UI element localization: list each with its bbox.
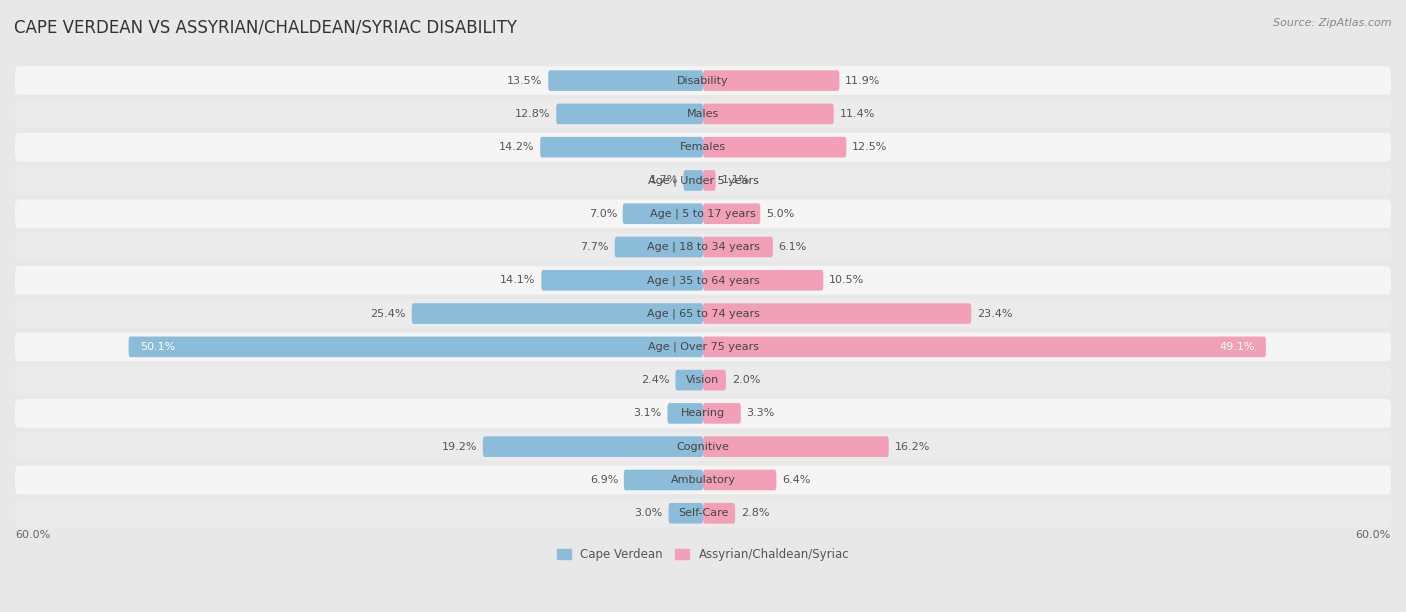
FancyBboxPatch shape bbox=[668, 403, 703, 424]
FancyBboxPatch shape bbox=[15, 233, 1391, 261]
Text: 1.7%: 1.7% bbox=[650, 176, 678, 185]
FancyBboxPatch shape bbox=[683, 170, 703, 191]
Text: 3.0%: 3.0% bbox=[634, 508, 662, 518]
FancyBboxPatch shape bbox=[703, 436, 889, 457]
Text: 23.4%: 23.4% bbox=[977, 308, 1012, 319]
FancyBboxPatch shape bbox=[703, 503, 735, 524]
Text: Age | 18 to 34 years: Age | 18 to 34 years bbox=[647, 242, 759, 252]
Text: 60.0%: 60.0% bbox=[15, 530, 51, 540]
FancyBboxPatch shape bbox=[15, 466, 1391, 494]
Text: 2.4%: 2.4% bbox=[641, 375, 669, 385]
Text: 50.1%: 50.1% bbox=[141, 342, 176, 352]
FancyBboxPatch shape bbox=[15, 433, 1391, 461]
FancyBboxPatch shape bbox=[703, 337, 1265, 357]
Text: 11.4%: 11.4% bbox=[839, 109, 875, 119]
Text: 2.8%: 2.8% bbox=[741, 508, 769, 518]
Text: Ambulatory: Ambulatory bbox=[671, 475, 735, 485]
Text: 19.2%: 19.2% bbox=[441, 442, 477, 452]
FancyBboxPatch shape bbox=[15, 266, 1391, 294]
Text: 1.1%: 1.1% bbox=[721, 176, 749, 185]
FancyBboxPatch shape bbox=[482, 436, 703, 457]
FancyBboxPatch shape bbox=[15, 332, 1391, 361]
Text: 49.1%: 49.1% bbox=[1219, 342, 1254, 352]
FancyBboxPatch shape bbox=[541, 270, 703, 291]
Text: 16.2%: 16.2% bbox=[894, 442, 929, 452]
FancyBboxPatch shape bbox=[703, 304, 972, 324]
FancyBboxPatch shape bbox=[15, 166, 1391, 195]
FancyBboxPatch shape bbox=[15, 200, 1391, 228]
FancyBboxPatch shape bbox=[703, 403, 741, 424]
Text: 12.8%: 12.8% bbox=[515, 109, 551, 119]
FancyBboxPatch shape bbox=[15, 499, 1391, 528]
FancyBboxPatch shape bbox=[548, 70, 703, 91]
FancyBboxPatch shape bbox=[703, 270, 824, 291]
Text: 2.0%: 2.0% bbox=[731, 375, 761, 385]
Text: Vision: Vision bbox=[686, 375, 720, 385]
FancyBboxPatch shape bbox=[703, 370, 725, 390]
FancyBboxPatch shape bbox=[669, 503, 703, 524]
FancyBboxPatch shape bbox=[15, 399, 1391, 428]
Text: 6.1%: 6.1% bbox=[779, 242, 807, 252]
Text: Age | Under 5 years: Age | Under 5 years bbox=[648, 175, 758, 185]
FancyBboxPatch shape bbox=[557, 103, 703, 124]
Text: 10.5%: 10.5% bbox=[830, 275, 865, 285]
Text: Hearing: Hearing bbox=[681, 408, 725, 419]
FancyBboxPatch shape bbox=[703, 203, 761, 224]
Text: 6.9%: 6.9% bbox=[589, 475, 619, 485]
Text: Cognitive: Cognitive bbox=[676, 442, 730, 452]
FancyBboxPatch shape bbox=[15, 299, 1391, 328]
Text: 7.0%: 7.0% bbox=[589, 209, 617, 218]
Text: 60.0%: 60.0% bbox=[1355, 530, 1391, 540]
Legend: Cape Verdean, Assyrian/Chaldean/Syriac: Cape Verdean, Assyrian/Chaldean/Syriac bbox=[553, 543, 853, 566]
FancyBboxPatch shape bbox=[614, 237, 703, 257]
Text: 3.1%: 3.1% bbox=[634, 408, 662, 419]
FancyBboxPatch shape bbox=[624, 469, 703, 490]
FancyBboxPatch shape bbox=[703, 137, 846, 157]
FancyBboxPatch shape bbox=[703, 103, 834, 124]
FancyBboxPatch shape bbox=[15, 100, 1391, 128]
Text: 25.4%: 25.4% bbox=[371, 308, 406, 319]
Text: 14.1%: 14.1% bbox=[501, 275, 536, 285]
Text: Source: ZipAtlas.com: Source: ZipAtlas.com bbox=[1274, 18, 1392, 28]
Text: Age | 5 to 17 years: Age | 5 to 17 years bbox=[650, 209, 756, 219]
FancyBboxPatch shape bbox=[540, 137, 703, 157]
FancyBboxPatch shape bbox=[675, 370, 703, 390]
Text: 13.5%: 13.5% bbox=[508, 76, 543, 86]
FancyBboxPatch shape bbox=[412, 304, 703, 324]
Text: Disability: Disability bbox=[678, 76, 728, 86]
Text: Age | 35 to 64 years: Age | 35 to 64 years bbox=[647, 275, 759, 286]
Text: 11.9%: 11.9% bbox=[845, 76, 880, 86]
Text: 6.4%: 6.4% bbox=[782, 475, 810, 485]
Text: 14.2%: 14.2% bbox=[499, 142, 534, 152]
Text: Age | Over 75 years: Age | Over 75 years bbox=[648, 341, 758, 352]
Text: Age | 65 to 74 years: Age | 65 to 74 years bbox=[647, 308, 759, 319]
FancyBboxPatch shape bbox=[15, 366, 1391, 395]
Text: Females: Females bbox=[681, 142, 725, 152]
Text: Males: Males bbox=[688, 109, 718, 119]
FancyBboxPatch shape bbox=[703, 469, 776, 490]
Text: 5.0%: 5.0% bbox=[766, 209, 794, 218]
Text: CAPE VERDEAN VS ASSYRIAN/CHALDEAN/SYRIAC DISABILITY: CAPE VERDEAN VS ASSYRIAN/CHALDEAN/SYRIAC… bbox=[14, 18, 517, 36]
Text: 12.5%: 12.5% bbox=[852, 142, 887, 152]
FancyBboxPatch shape bbox=[15, 133, 1391, 162]
Text: 3.3%: 3.3% bbox=[747, 408, 775, 419]
FancyBboxPatch shape bbox=[15, 66, 1391, 95]
FancyBboxPatch shape bbox=[703, 170, 716, 191]
Text: Self-Care: Self-Care bbox=[678, 508, 728, 518]
FancyBboxPatch shape bbox=[703, 70, 839, 91]
FancyBboxPatch shape bbox=[703, 237, 773, 257]
FancyBboxPatch shape bbox=[623, 203, 703, 224]
Text: 7.7%: 7.7% bbox=[581, 242, 609, 252]
FancyBboxPatch shape bbox=[128, 337, 703, 357]
